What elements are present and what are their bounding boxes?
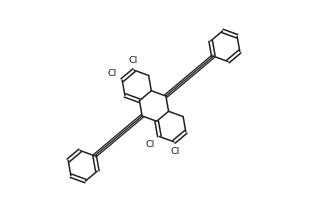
Text: Cl: Cl (129, 56, 138, 65)
Text: Cl: Cl (146, 140, 155, 149)
Text: Cl: Cl (108, 69, 117, 78)
Text: Cl: Cl (170, 147, 180, 156)
